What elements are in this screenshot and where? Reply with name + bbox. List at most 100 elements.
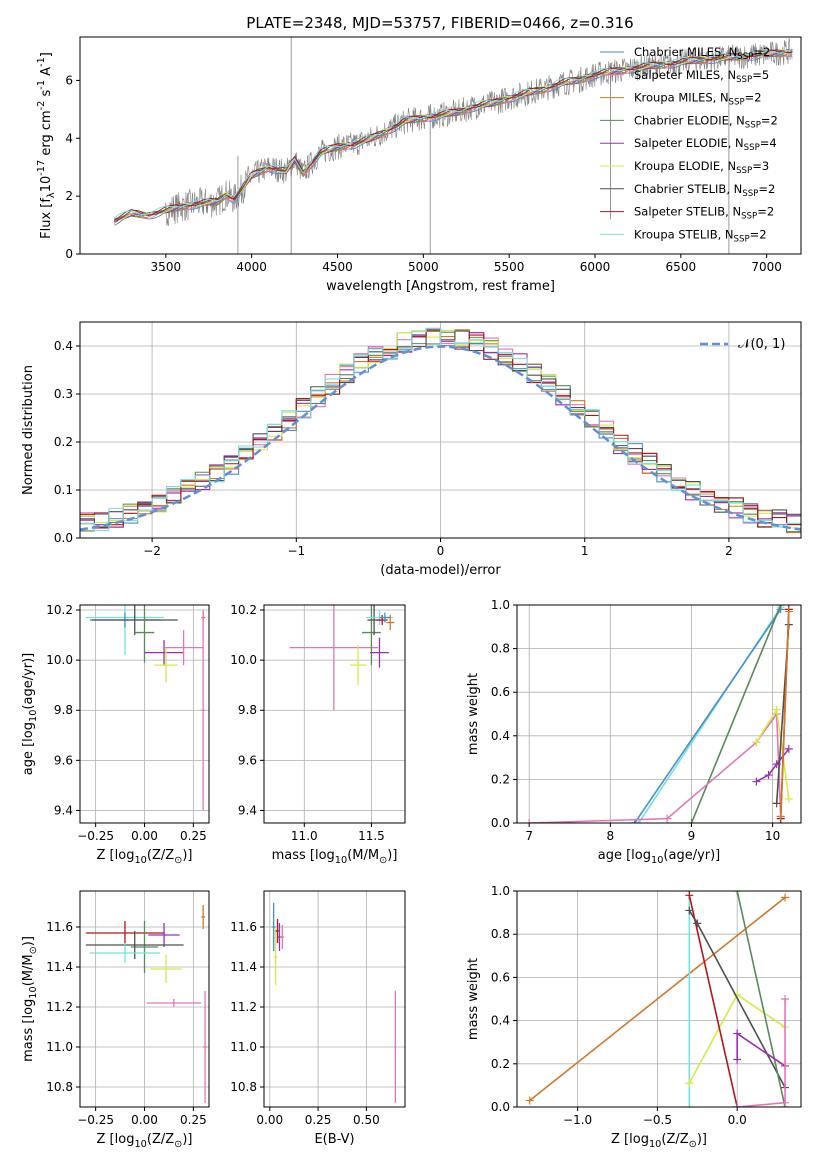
weight-line-sm: [737, 999, 786, 1107]
y-tick-label: 0.4: [491, 729, 510, 743]
x-axis-label: mass [log10(M/M⊙)]: [272, 848, 398, 866]
weight-line-sm: [529, 711, 782, 823]
weight-line-ce: [690, 605, 782, 823]
y-tick-label: 10.2: [230, 603, 257, 617]
legend-label-cm: Chabrier MILES, NSSP=2: [634, 45, 770, 62]
x-axis-label: E(B-V): [314, 1132, 354, 1147]
y-tick-label: 0.8: [491, 642, 510, 656]
x-tick-label: 3500: [151, 260, 182, 274]
weight-marker-ks: [685, 1103, 694, 1107]
y-tick-label: 9.8: [238, 703, 257, 717]
y-tick-label: 4: [65, 131, 73, 145]
y-tick-label: 0.4: [491, 1014, 510, 1028]
x-tick-label: 0.00: [131, 829, 158, 843]
y-tick-label: 9.4: [54, 803, 73, 817]
weight-line-ss: [688, 895, 738, 1107]
mass-vs-metallicity-panel: −0.25 0.00 0.25 10.8 11.0 11.2 11.4 11.6 Z [log1…: [21, 890, 210, 1150]
y-tick-label: 9.4: [238, 803, 257, 817]
x-axis-label: Z [log10(Z/Z⊙)]: [611, 1132, 707, 1150]
weight-marker-cs: [693, 919, 702, 928]
y-tick-label: 1.0: [491, 884, 510, 898]
weight-line-ce: [736, 891, 786, 1107]
age-vs-mass-panel: 11.0 11.5 9.4 9.6 9.8 10.0 10.2 mass [log10(M/M…: [230, 603, 406, 866]
x-tick-label: −1: [287, 544, 305, 558]
plot-area: [525, 605, 793, 823]
weight-marker-se: [784, 744, 793, 753]
x-tick-label: 7: [525, 829, 533, 843]
legend-label-ce: Chabrier ELODIE, NSSP=2: [634, 113, 778, 130]
plot-area: [289, 605, 395, 711]
legend-label-se: Salpeter ELODIE, NSSP=4: [634, 136, 777, 153]
y-tick-label: 0.3: [54, 387, 73, 401]
y-tick-label: 11.4: [46, 960, 73, 974]
model-spectrum-ks: [114, 48, 793, 219]
y-tick-label: 11.6: [46, 920, 73, 934]
y-tick-label: 10.8: [230, 1080, 257, 1094]
y-tick-label: 11.2: [46, 1000, 73, 1014]
x-tick-label: 11.0: [291, 829, 318, 843]
weight-vs-age-panel: 7 8 9 10 0.0 0.2 0.4 0.6 0.8 1.0 age [log10(age/yr…: [466, 598, 802, 866]
x-tick-label: 5500: [494, 260, 525, 274]
weight-marker-ce: [733, 891, 742, 895]
y-axis-label: mass weight: [466, 958, 481, 1040]
weight-marker-cs: [772, 799, 781, 808]
plot-area: [525, 891, 790, 1107]
x-tick-label: 9: [688, 829, 696, 843]
weight-marker-cs: [685, 906, 694, 915]
axes-frame: [516, 890, 802, 1108]
grid-lines: [517, 604, 801, 824]
spectrum-legend: Chabrier MILES, NSSP=2 Salpeter MILES, NS…: [600, 45, 778, 244]
weight-marker-ss: [685, 891, 694, 900]
x-tick-label: 5000: [408, 260, 439, 274]
x-tick-label: 6500: [666, 260, 697, 274]
x-tick-label: 4500: [322, 260, 353, 274]
model-spectrum-ss: [114, 49, 793, 221]
y-tick-label: 10.0: [230, 653, 257, 667]
y-axis-label: Normed distribution: [21, 365, 36, 495]
x-tick-label: 0: [437, 544, 445, 558]
grid-lines: [264, 891, 405, 1107]
y-tick-label: 0.6: [491, 970, 510, 984]
axes-frame: [263, 890, 406, 1108]
weight-marker-se: [733, 1055, 742, 1064]
x-tick-label: 0.25: [180, 1113, 207, 1127]
plot-area: [80, 327, 801, 534]
weight-line-cm: [633, 608, 782, 823]
y-tick-label: 11.0: [46, 1040, 73, 1054]
weight-marker-sm: [733, 1103, 742, 1107]
weight-marker-sm: [781, 995, 790, 1003]
x-tick-label: 0.50: [353, 1113, 380, 1127]
y-tick-label: 1.0: [491, 598, 510, 612]
weight-line-km: [779, 611, 790, 817]
y-axis-label: Flux [fλ10-17 erg cm-2 s-1 A-1]: [36, 52, 57, 239]
histogram-ks: [80, 328, 801, 532]
x-tick-label: 0.0: [728, 1113, 747, 1127]
y-tick-label: 2: [65, 189, 73, 203]
y-tick-label: 0.0: [491, 816, 510, 830]
weight-vs-metallicity-panel: −1.0 −0.5 0.0 0.0 0.2 0.4 0.6 0.8 1.0 Z [log10(Z/…: [466, 884, 802, 1150]
weight-line-se: [736, 1032, 786, 1067]
y-tick-label: 0.2: [491, 1057, 510, 1071]
weight-line-km: [529, 896, 786, 1102]
weight-marker-se: [733, 1029, 742, 1038]
y-tick-label: 6: [65, 73, 73, 87]
axes-frame: [263, 604, 406, 824]
x-tick-label: 11.5: [358, 829, 385, 843]
legend-label-sm: Salpeter MILES, NSSP=5: [634, 68, 769, 85]
y-tick-label: 11.0: [230, 1040, 257, 1054]
weight-marker-ke: [685, 1079, 694, 1088]
weight-marker-ce: [776, 605, 785, 609]
x-tick-label: 0.25: [305, 1113, 332, 1127]
y-tick-label: 0.2: [491, 772, 510, 786]
weight-marker-km: [781, 893, 790, 902]
y-tick-label: 0.1: [54, 483, 73, 497]
y-axis-label: age [log10(age/yr)]: [21, 653, 39, 776]
x-tick-label: −0.5: [643, 1113, 672, 1127]
x-axis-label: age [log10(age/yr)]: [598, 848, 721, 866]
weight-marker-ke: [752, 738, 761, 747]
legend-label-normal: 𝒩(0, 1): [738, 337, 785, 352]
y-tick-label: 9.6: [54, 753, 73, 767]
residuals-panel: −2 −1 0 1 2 0.0 0.1 0.2 0.3 0.4 (data-model)/error…: [21, 321, 802, 578]
legend-label-ss: Salpeter STELIB, NSSP=2: [634, 205, 774, 222]
x-tick-label: −0.25: [77, 1113, 114, 1127]
